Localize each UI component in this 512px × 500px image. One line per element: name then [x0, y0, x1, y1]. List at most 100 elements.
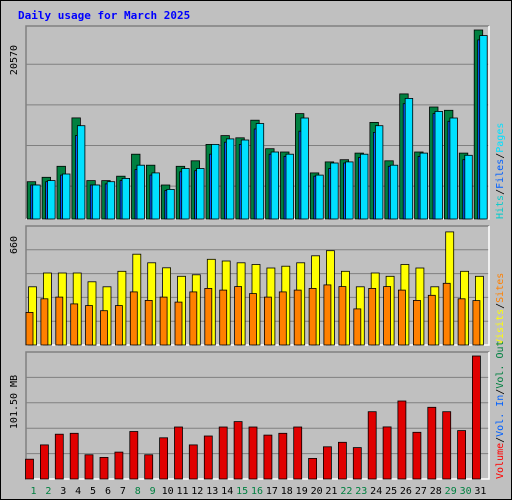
bar-pages-day-6	[106, 181, 116, 220]
legend-visits: Visits/Sites	[495, 273, 506, 345]
bar-sites-day-6	[100, 310, 108, 346]
day-label-20: 20	[311, 486, 323, 497]
bar-sites-day-25	[383, 286, 392, 346]
bar-sites-day-2	[40, 298, 49, 346]
legend-hits: Hits	[495, 195, 506, 219]
bar-pages-day-11	[181, 168, 190, 220]
legend-vol-in: Vol. In	[495, 395, 506, 437]
bar-volume-day-5	[84, 454, 94, 480]
bar-volume-day-17	[263, 434, 273, 480]
bar-pages-day-19	[300, 117, 309, 220]
bar-sites-day-15	[234, 286, 243, 346]
bar-pages-day-27	[419, 152, 429, 220]
bar-sites-day-14	[219, 289, 228, 346]
bar-sites-day-17	[263, 296, 272, 346]
day-label-17: 17	[266, 486, 278, 497]
bar-pages-day-15	[240, 139, 250, 220]
bar-sites-day-24	[368, 287, 377, 346]
bar-sites-day-31	[472, 300, 481, 346]
bar-pages-day-2	[47, 180, 56, 220]
bar-sites-day-11	[174, 301, 183, 346]
bar-pages-day-26	[404, 98, 414, 220]
bar-volume-day-21	[322, 446, 332, 480]
bar-volume-day-14	[218, 426, 228, 480]
bar-sites-day-21	[323, 284, 332, 346]
bar-sites-day-20	[308, 287, 317, 346]
legend-separator: /	[495, 153, 506, 159]
bar-pages-day-8	[136, 164, 145, 220]
legend-separator: /	[495, 303, 506, 309]
legend-sites: Sites	[495, 273, 506, 303]
legend-separator: /	[495, 189, 506, 195]
bar-volume-day-2	[40, 444, 49, 480]
bar-pages-day-5	[91, 184, 101, 220]
bar-sites-day-12	[189, 291, 198, 346]
day-label-7: 7	[120, 486, 126, 497]
bar-volume-day-27	[412, 431, 422, 480]
bar-sites-day-19	[293, 289, 302, 346]
bar-sites-day-3	[55, 296, 64, 346]
legend-vol-out: Vol. Out	[495, 340, 506, 388]
day-label-30: 30	[460, 486, 472, 497]
legend-volume: Volume	[495, 443, 506, 479]
legend-separator: /	[495, 389, 506, 395]
day-label-4: 4	[75, 486, 81, 497]
bar-volume-day-15	[233, 421, 243, 480]
bar-pages-day-21	[330, 162, 339, 220]
bar-volume-day-31	[471, 355, 481, 480]
day-label-27: 27	[415, 486, 427, 497]
day-label-24: 24	[370, 486, 382, 497]
day-label-1: 1	[30, 486, 36, 497]
bar-volume-day-20	[308, 457, 318, 480]
day-label-6: 6	[105, 486, 111, 497]
bar-volume-day-16	[248, 426, 258, 480]
day-label-29: 29	[445, 486, 457, 497]
bar-pages-day-20	[315, 174, 324, 220]
bar-sites-day-30	[457, 298, 466, 346]
bar-pages-day-10	[166, 188, 175, 220]
bar-pages-day-25	[389, 164, 399, 220]
bar-volume-day-12	[188, 444, 198, 480]
bar-volume-day-8	[129, 431, 139, 480]
bar-volume-day-11	[174, 426, 183, 480]
bar-pages-day-29	[449, 117, 458, 220]
bar-sites-day-27	[412, 299, 421, 346]
day-label-25: 25	[385, 486, 397, 497]
bar-volume-day-29	[442, 411, 452, 480]
bar-volume-day-25	[382, 426, 392, 480]
day-label-16: 16	[251, 486, 263, 497]
day-label-13: 13	[206, 486, 218, 497]
day-label-18: 18	[281, 486, 293, 497]
bar-pages-day-24	[374, 125, 384, 220]
bar-pages-day-23	[360, 153, 369, 220]
bar-pages-day-4	[77, 125, 86, 220]
bar-volume-day-26	[397, 400, 407, 480]
bar-sites-day-10	[159, 296, 168, 346]
day-label-15: 15	[236, 486, 248, 497]
bar-pages-day-13	[211, 143, 220, 220]
day-label-14: 14	[221, 486, 233, 497]
bar-sites-day-29	[442, 282, 451, 346]
bar-sites-day-9	[144, 299, 153, 346]
bar-pages-day-1	[32, 184, 41, 220]
bar-pages-day-17	[270, 151, 280, 220]
bar-pages-day-28	[434, 111, 443, 220]
day-label-31: 31	[474, 486, 486, 497]
bar-pages-day-7	[121, 177, 130, 220]
bar-volume-day-1	[25, 458, 34, 480]
bar-volume-day-6	[99, 456, 109, 480]
panel-visits: 660 Visits/Sites	[9, 225, 506, 346]
max-value-label: 101.50 MB	[9, 375, 20, 429]
bar-sites-day-18	[278, 291, 287, 346]
bar-volume-day-13	[203, 435, 213, 480]
bar-volume-day-19	[293, 426, 303, 480]
bar-pages-day-9	[151, 172, 160, 220]
day-label-3: 3	[60, 486, 66, 497]
day-label-9: 9	[150, 486, 156, 497]
day-label-5: 5	[90, 486, 96, 497]
bar-volume-day-22	[337, 441, 347, 480]
bar-sites-day-7	[115, 305, 123, 346]
